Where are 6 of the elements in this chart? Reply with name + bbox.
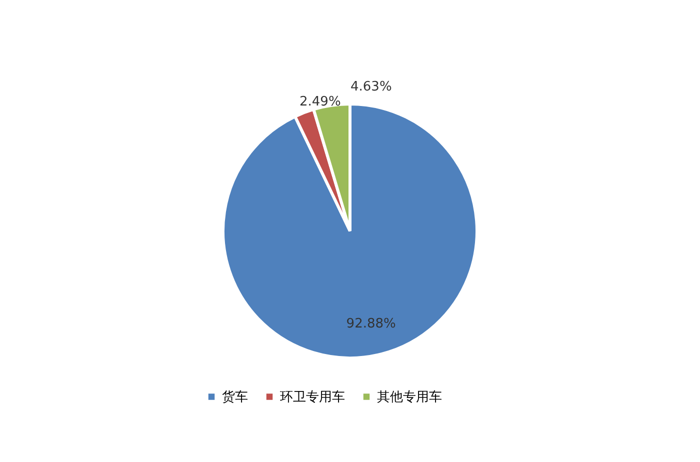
legend-label: 货车 [222, 390, 248, 405]
data-label: 4.63% [350, 80, 392, 95]
data-label: 92.88% [346, 316, 396, 332]
legend-label: 环卫专用车 [280, 390, 345, 405]
legend-label: 其他专用车 [377, 390, 442, 405]
data-label: 2.49% [300, 94, 341, 110]
